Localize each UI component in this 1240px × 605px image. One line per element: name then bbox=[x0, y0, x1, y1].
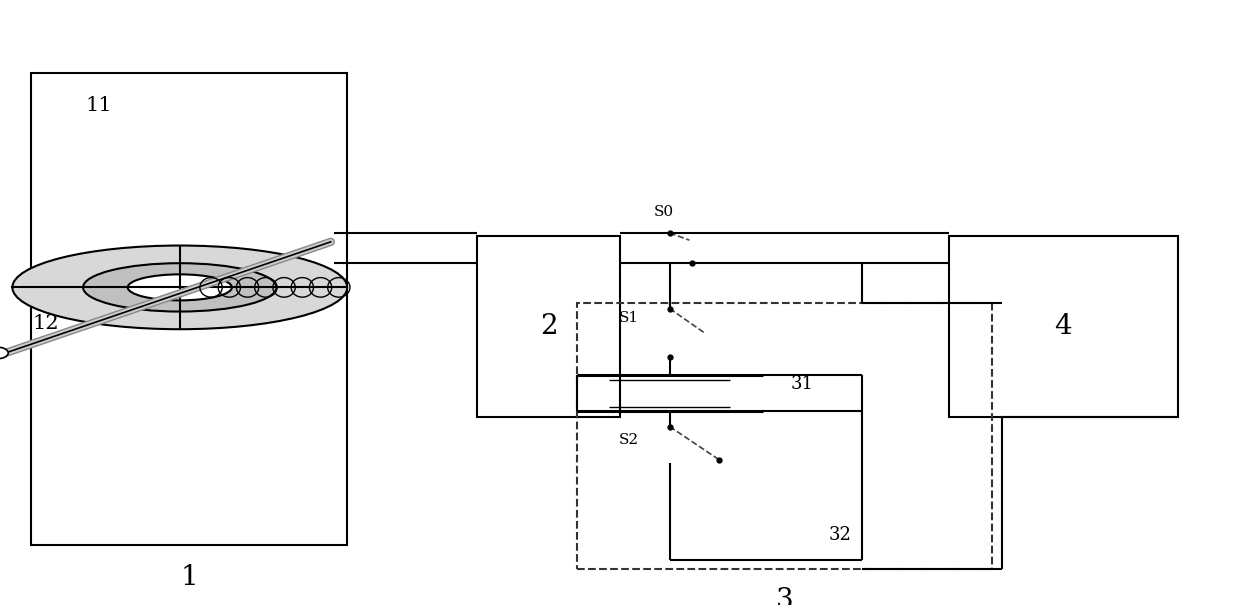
Text: 32: 32 bbox=[828, 526, 852, 544]
Text: 31: 31 bbox=[791, 375, 813, 393]
Text: S1: S1 bbox=[619, 310, 639, 325]
Ellipse shape bbox=[12, 246, 347, 329]
Text: 2: 2 bbox=[539, 313, 558, 340]
Text: 1: 1 bbox=[180, 564, 198, 591]
Ellipse shape bbox=[83, 263, 277, 312]
Text: S2: S2 bbox=[619, 433, 639, 447]
Text: 11: 11 bbox=[86, 96, 113, 116]
Text: 12: 12 bbox=[32, 314, 60, 333]
Ellipse shape bbox=[128, 274, 232, 301]
Text: S0: S0 bbox=[653, 204, 673, 219]
Text: 3: 3 bbox=[775, 587, 794, 605]
Text: 4: 4 bbox=[1054, 313, 1073, 340]
Circle shape bbox=[0, 347, 9, 359]
